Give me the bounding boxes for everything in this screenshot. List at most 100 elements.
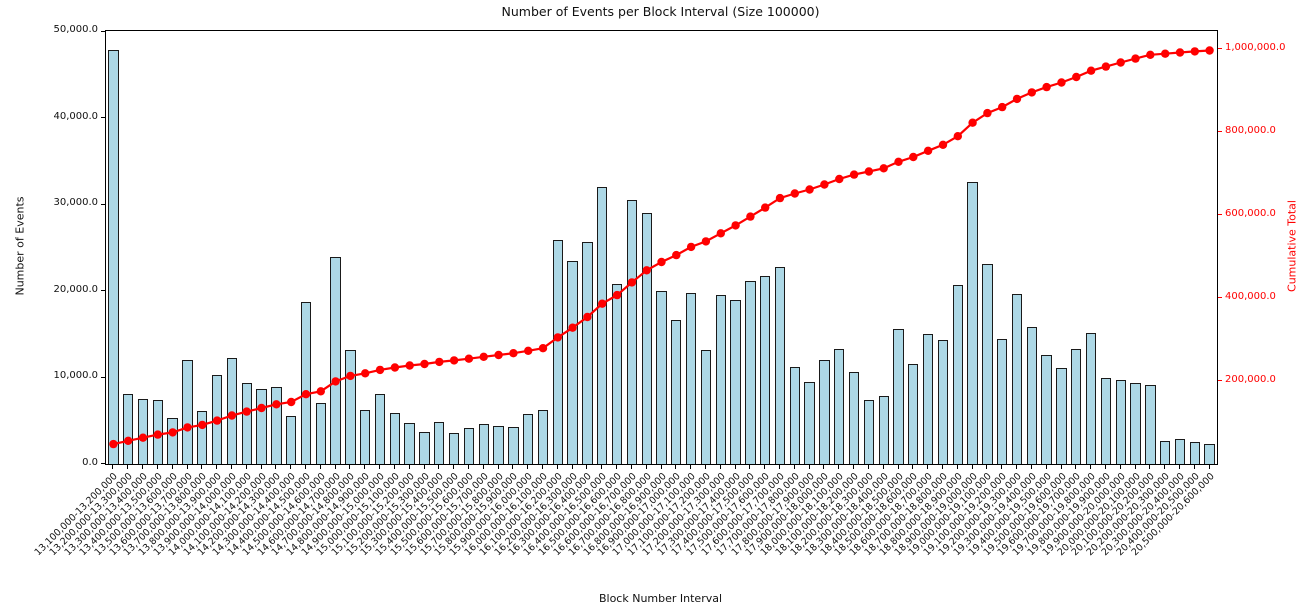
x-tick (142, 465, 143, 469)
x-tick (764, 465, 766, 469)
bar (967, 182, 978, 464)
x-tick (1119, 465, 1121, 469)
cumulative-marker (790, 189, 799, 198)
left-y-tick (101, 117, 105, 119)
x-tick (156, 465, 158, 469)
right-axis-title: Cumulative Total (1285, 200, 1299, 292)
cumulative-marker (153, 430, 162, 439)
cumulative-marker (731, 221, 740, 230)
bar (893, 329, 904, 464)
x-tick (216, 465, 218, 469)
cumulative-marker (909, 152, 918, 162)
right-y-tick (1218, 48, 1222, 50)
bar (167, 418, 178, 464)
bar (123, 394, 134, 464)
x-tick (808, 465, 810, 469)
x-tick (201, 465, 203, 469)
cumulative-marker (583, 312, 592, 322)
cumulative-marker (657, 257, 666, 267)
cumulative-marker (968, 118, 977, 127)
left-y-tick (101, 376, 105, 378)
bar (434, 421, 445, 464)
bar (1130, 382, 1141, 464)
bar (908, 363, 919, 464)
bar (685, 292, 697, 464)
bar (389, 413, 401, 464)
bar (1071, 349, 1082, 464)
x-tick (1208, 465, 1210, 469)
x-tick (986, 465, 988, 469)
cumulative-marker (1012, 94, 1022, 104)
x-tick (1134, 465, 1136, 469)
cumulative-marker (953, 132, 962, 141)
bar (789, 367, 800, 464)
x-tick (690, 465, 692, 469)
x-axis-title: Block Number Interval (598, 592, 723, 605)
bar (315, 402, 326, 464)
cumulative-line-layer (109, 46, 1214, 449)
bar (582, 241, 593, 464)
bar (552, 240, 563, 464)
bar (952, 285, 963, 464)
cumulative-marker (568, 323, 577, 332)
bar (108, 50, 119, 464)
bar (463, 427, 475, 464)
x-tick (1164, 465, 1166, 469)
left-y-tick-label: 30,000.0 (53, 197, 98, 209)
cumulative-marker (316, 387, 325, 396)
x-tick (334, 465, 336, 469)
bar (182, 360, 193, 464)
bar (700, 349, 712, 464)
x-tick (408, 465, 410, 469)
x-tick (1045, 465, 1047, 469)
bar (226, 357, 238, 464)
x-tick (823, 465, 825, 469)
x-tick (349, 465, 351, 469)
right-y-tick (1218, 380, 1222, 381)
cumulative-marker (301, 390, 311, 399)
cumulative-marker (627, 278, 637, 287)
x-tick (290, 465, 292, 469)
left-y-tick-label: 50,000.0 (53, 24, 98, 36)
cumulative-marker (420, 359, 429, 369)
x-tick (467, 465, 469, 469)
left-y-tick-label: 0.0 (82, 456, 98, 468)
bar (730, 299, 741, 464)
x-tick (616, 465, 618, 469)
bar (360, 409, 371, 464)
bar (671, 319, 682, 464)
cumulative-marker (494, 350, 503, 360)
cumulative-marker (524, 346, 533, 355)
cumulative-marker (716, 229, 725, 238)
bar (1159, 440, 1171, 464)
cumulative-marker (1146, 50, 1155, 59)
x-tick (601, 465, 603, 469)
cumulative-marker (746, 212, 755, 221)
bar (997, 338, 1008, 464)
cumulative-marker (672, 250, 681, 260)
left-y-tick (101, 463, 105, 464)
cumulative-marker (598, 299, 607, 308)
cumulative-marker (509, 349, 518, 358)
cumulative-marker (761, 203, 770, 212)
bar (300, 302, 312, 464)
x-tick (1001, 465, 1003, 469)
cumulative-marker (1042, 82, 1051, 92)
cumulative-marker (168, 428, 177, 437)
cumulative-marker (1116, 58, 1125, 67)
cumulative-marker (1190, 47, 1200, 56)
x-tick (260, 465, 262, 469)
cumulative-marker (983, 108, 992, 118)
cumulative-marker (1131, 54, 1140, 63)
bar (374, 394, 386, 464)
bar (523, 413, 534, 464)
cumulative-marker (183, 423, 192, 432)
cumulative-marker (242, 407, 251, 416)
x-tick (482, 465, 484, 469)
cumulative-marker (553, 333, 562, 342)
cumulative-marker (1057, 78, 1066, 87)
cumulative-marker (331, 377, 340, 386)
x-tick (1060, 465, 1062, 469)
cumulative-marker (938, 140, 948, 149)
bar (863, 400, 875, 464)
